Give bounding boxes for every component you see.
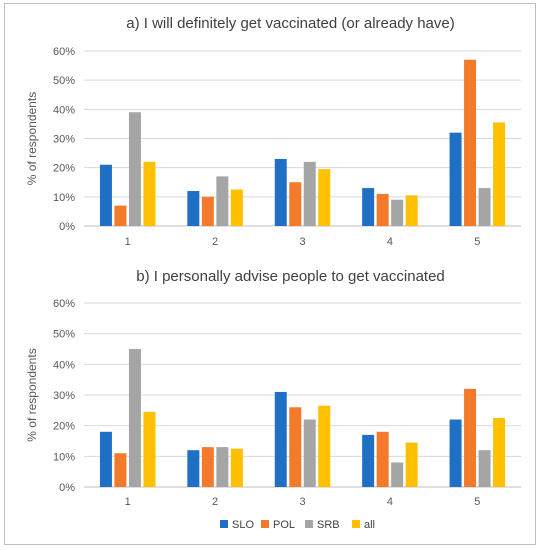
bar-slo-5 [449, 419, 462, 487]
chart-panel-b: b) I personally advise people to get vac… [25, 268, 521, 508]
bar-all-2 [230, 448, 243, 487]
legend-swatch-all [352, 520, 360, 528]
bar-pol-1 [114, 205, 127, 226]
bar-srb-1 [128, 349, 141, 487]
x-tick-label: 1 [125, 496, 131, 508]
x-tick-label: 3 [299, 236, 305, 248]
legend-label-all: all [364, 519, 375, 531]
x-tick-label: 4 [387, 236, 393, 248]
bar-pol-3 [289, 407, 302, 487]
y-tick-label: 30% [53, 390, 75, 402]
chart-title: a) I will definitely get vaccinated (or … [126, 15, 455, 32]
bar-pol-4 [376, 193, 389, 226]
chart-panel-a: a) I will definitely get vaccinated (or … [25, 15, 521, 248]
y-tick-label: 20% [53, 163, 75, 175]
bar-all-3 [318, 169, 331, 226]
bar-srb-2 [216, 447, 229, 487]
bar-slo-4 [362, 188, 375, 226]
chart-title: b) I personally advise people to get vac… [136, 268, 445, 285]
bar-srb-3 [303, 161, 316, 226]
y-tick-label: 20% [53, 421, 75, 433]
bar-pol-2 [201, 196, 214, 226]
bar-slo-4 [362, 434, 375, 487]
legend-label-srb: SRB [317, 519, 340, 531]
bar-srb-3 [303, 419, 316, 487]
bar-all-5 [493, 418, 506, 487]
y-tick-label: 0% [59, 221, 75, 233]
bar-all-2 [230, 189, 243, 226]
legend-swatch-slo [220, 520, 228, 528]
x-tick-label: 3 [299, 496, 305, 508]
y-tick-label: 10% [53, 451, 75, 463]
bar-slo-1 [99, 431, 112, 487]
bar-slo-3 [274, 158, 287, 226]
x-tick-label: 5 [474, 496, 480, 508]
legend-label-slo: SLO [232, 519, 254, 531]
y-tick-label: 40% [53, 104, 75, 116]
y-tick-label: 0% [59, 482, 75, 494]
figure-frame [4, 3, 536, 545]
bar-pol-4 [376, 431, 389, 487]
bar-slo-2 [187, 191, 200, 226]
bar-all-1 [143, 161, 156, 226]
y-tick-label: 50% [53, 329, 75, 341]
bar-pol-2 [201, 447, 214, 487]
bar-all-4 [405, 442, 418, 487]
legend-swatch-srb [305, 520, 313, 528]
y-axis-label: % of respondents [25, 92, 39, 185]
y-tick-label: 60% [53, 46, 75, 58]
y-axis-label: % of respondents [25, 348, 39, 441]
y-tick-label: 50% [53, 75, 75, 87]
bar-srb-2 [216, 176, 229, 226]
y-tick-label: 40% [53, 359, 75, 371]
bar-pol-5 [464, 388, 477, 487]
y-tick-label: 60% [53, 298, 75, 310]
bar-pol-5 [464, 59, 477, 226]
bar-srb-4 [391, 199, 404, 226]
bar-pol-3 [289, 182, 302, 226]
bar-slo-5 [449, 132, 462, 226]
bar-srb-1 [128, 112, 141, 226]
bar-srb-5 [478, 188, 491, 226]
x-tick-label: 2 [212, 236, 218, 248]
bar-all-4 [405, 195, 418, 226]
x-tick-label: 4 [387, 496, 393, 508]
bar-slo-2 [187, 450, 200, 487]
x-tick-label: 2 [212, 496, 218, 508]
bar-all-3 [318, 405, 331, 487]
bar-srb-4 [391, 462, 404, 487]
y-tick-label: 10% [53, 192, 75, 204]
x-tick-label: 5 [474, 236, 480, 248]
y-tick-label: 30% [53, 134, 75, 146]
bar-slo-3 [274, 391, 287, 487]
legend: SLO POL SRB all [220, 519, 375, 531]
bar-all-1 [143, 411, 156, 487]
legend-label-pol: POL [273, 519, 295, 531]
bar-all-5 [493, 122, 506, 226]
x-tick-label: 1 [125, 236, 131, 248]
bar-pol-1 [114, 453, 127, 487]
bar-slo-1 [99, 164, 112, 226]
legend-swatch-pol [261, 520, 269, 528]
bar-srb-5 [478, 450, 491, 487]
